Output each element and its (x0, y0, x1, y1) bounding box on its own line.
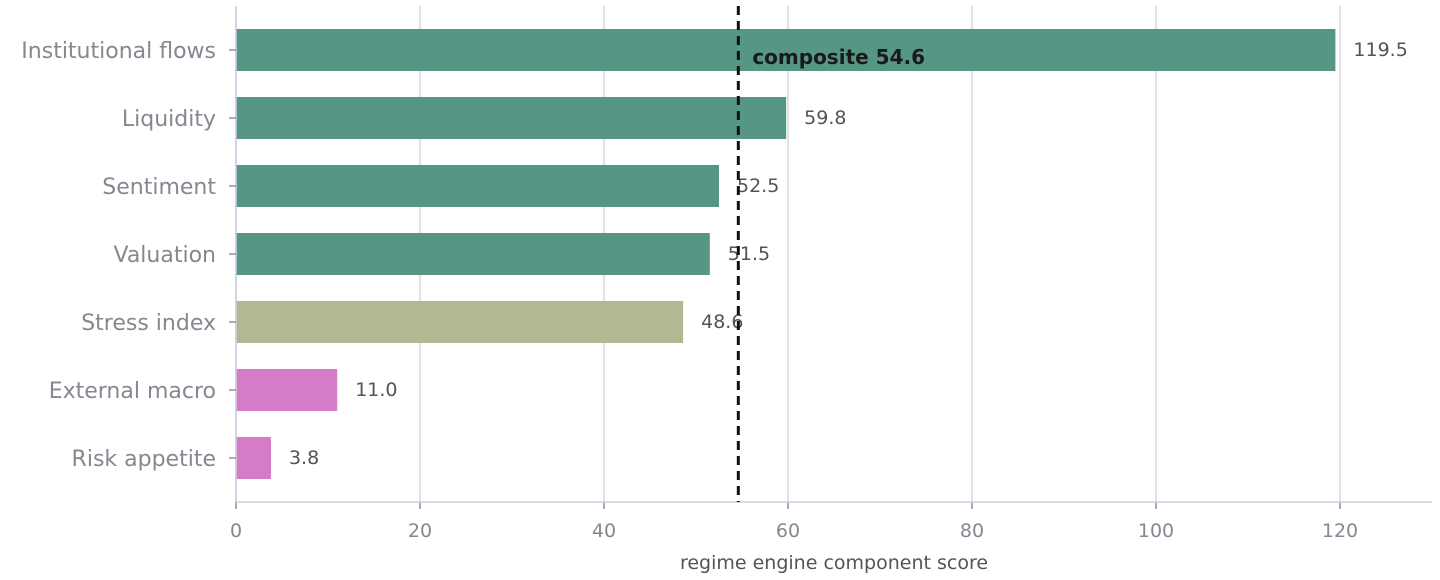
category-label: Institutional flows (21, 39, 216, 64)
axes (229, 6, 1432, 509)
reference-line-label: composite 54.6 (752, 45, 925, 69)
category-label: Sentiment (102, 175, 216, 200)
bars (236, 29, 1336, 479)
bar (236, 233, 710, 275)
bar (236, 301, 684, 343)
value-label: 11.0 (355, 379, 397, 401)
x-tick-label: 120 (1322, 520, 1358, 542)
category-label: Stress index (81, 311, 216, 336)
bar (236, 97, 787, 139)
category-label: Liquidity (122, 107, 216, 132)
value-label: 52.5 (737, 175, 779, 197)
x-tick-label: 60 (776, 520, 800, 542)
value-label: 59.8 (804, 107, 846, 129)
value-label: 48.6 (701, 311, 743, 333)
category-label: Valuation (113, 243, 216, 268)
bar (236, 369, 338, 411)
x-tick-label: 20 (408, 520, 432, 542)
x-tick-label: 0 (230, 520, 242, 542)
value-label: 51.5 (728, 243, 770, 265)
x-tick-label: 40 (592, 520, 616, 542)
category-label: External macro (49, 379, 216, 404)
x-axis-title: regime engine component score (680, 552, 988, 574)
value-label: 3.8 (289, 447, 319, 469)
value-label: 119.5 (1353, 39, 1407, 61)
bar (236, 437, 271, 479)
labels: 0 20 40 60 80 100 120 Institutional flows 119.5 L… (21, 39, 1408, 542)
bar (236, 29, 1336, 71)
category-label: Risk appetite (72, 447, 216, 472)
reference-line-group: composite 54.6 (736, 6, 925, 502)
bar (236, 165, 719, 207)
x-tick-label: 80 (960, 520, 984, 542)
x-tick-label: 100 (1138, 520, 1174, 542)
